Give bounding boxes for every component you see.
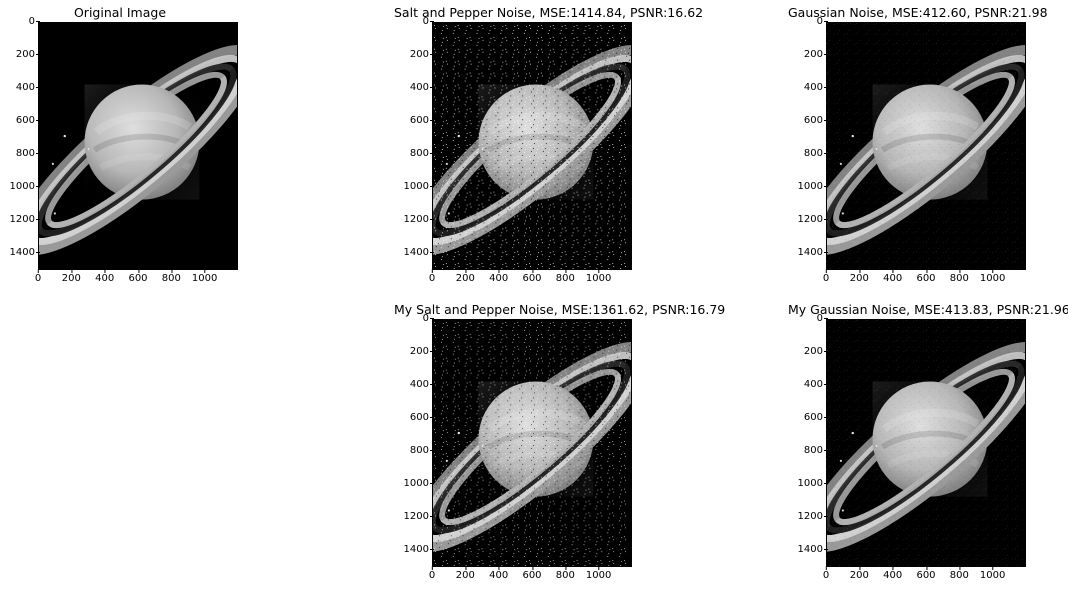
x-tick-label: 800 (949, 269, 969, 284)
x-tick-label: 800 (555, 269, 575, 284)
image-plot (432, 319, 632, 567)
x-tick-label: 600 (916, 269, 936, 284)
y-tick-label: 1200 (394, 215, 434, 225)
x-tick-label: 1000 (979, 566, 1006, 581)
y-tick-label: 0 (394, 314, 434, 324)
y-tick-label: 1000 (394, 479, 434, 489)
x-tick-label: 0 (428, 566, 436, 581)
y-tick-label: 0 (788, 314, 828, 324)
panel-original: Original Image 0 200 400 600 800 1000 1200 1400… (0, 0, 240, 290)
saturn-image-my-salt-pepper (433, 320, 631, 566)
x-tick-label: 1000 (191, 269, 218, 284)
panel-title: Gaussian Noise, MSE:412.60, PSNR:21.98 (788, 5, 1048, 20)
saturn-image (39, 23, 237, 269)
panel-my-gaussian: My Gaussian Noise, MSE:413.83, PSNR:21.9… (788, 297, 1068, 587)
panel-salt-pepper: Salt and Pepper Noise, MSE:1414.84, PSNR… (394, 0, 704, 290)
y-tick-label: 1400 (0, 248, 40, 258)
y-tick-label: 800 (0, 149, 40, 159)
y-tick-label: 1000 (0, 182, 40, 192)
x-tick-label: 600 (128, 269, 148, 284)
y-tick-label: 0 (0, 17, 40, 27)
x-tick-label: 0 (822, 269, 830, 284)
panel-title: My Gaussian Noise, MSE:413.83, PSNR:21.9… (788, 302, 1068, 317)
x-tick-label: 800 (949, 566, 969, 581)
x-tick-label: 600 (916, 566, 936, 581)
panel-title: Salt and Pepper Noise, MSE:1414.84, PSNR… (394, 5, 704, 20)
x-tick-label: 400 (883, 269, 903, 284)
y-tick-label: 200 (788, 50, 828, 60)
y-tick-label: 1200 (788, 215, 828, 225)
y-tick-label: 200 (394, 50, 434, 60)
y-tick-label: 0 (788, 17, 828, 27)
image-plot (826, 319, 1026, 567)
x-tick-label: 600 (522, 269, 542, 284)
y-tick-label: 1000 (788, 182, 828, 192)
x-tick-label: 400 (489, 269, 509, 284)
image-plot (432, 22, 632, 270)
x-tick-label: 0 (822, 566, 830, 581)
y-tick-label: 600 (0, 116, 40, 126)
y-tick-label: 1000 (788, 479, 828, 489)
y-tick-label: 1200 (788, 512, 828, 522)
y-tick-label: 1000 (394, 182, 434, 192)
y-tick-label: 800 (788, 446, 828, 456)
y-tick-label: 600 (394, 413, 434, 423)
image-plot (826, 22, 1026, 270)
y-tick-label: 400 (788, 83, 828, 93)
y-tick-label: 600 (394, 116, 434, 126)
y-tick-label: 200 (0, 50, 40, 60)
x-tick-label: 0 (34, 269, 42, 284)
x-tick-label: 200 (455, 566, 475, 581)
panel-my-salt-pepper: My Salt and Pepper Noise, MSE:1361.62, P… (394, 297, 726, 587)
panel-title: My Salt and Pepper Noise, MSE:1361.62, P… (394, 302, 726, 317)
x-tick-label: 400 (489, 566, 509, 581)
x-tick-label: 600 (522, 566, 542, 581)
y-tick-label: 1400 (394, 545, 434, 555)
y-tick-label: 1400 (394, 248, 434, 258)
panel-title: Original Image (73, 5, 167, 20)
x-tick-label: 1000 (585, 566, 612, 581)
y-tick-label: 400 (788, 380, 828, 390)
saturn-image-salt-pepper (433, 23, 631, 269)
x-tick-label: 800 (161, 269, 181, 284)
y-tick-label: 200 (394, 347, 434, 357)
y-tick-label: 200 (788, 347, 828, 357)
x-tick-label: 400 (883, 566, 903, 581)
y-tick-label: 1400 (788, 248, 828, 258)
image-plot (38, 22, 238, 270)
x-tick-label: 200 (849, 269, 869, 284)
x-tick-label: 400 (95, 269, 115, 284)
y-tick-label: 600 (788, 413, 828, 423)
y-tick-label: 0 (394, 17, 434, 27)
y-tick-label: 800 (394, 446, 434, 456)
y-tick-label: 400 (0, 83, 40, 93)
y-tick-label: 1200 (0, 215, 40, 225)
panel-gaussian: Gaussian Noise, MSE:412.60, PSNR:21.98 0… (788, 0, 1048, 290)
y-tick-label: 800 (394, 149, 434, 159)
y-tick-label: 400 (394, 83, 434, 93)
y-tick-label: 600 (788, 116, 828, 126)
x-tick-label: 200 (61, 269, 81, 284)
x-tick-label: 1000 (979, 269, 1006, 284)
y-tick-label: 1200 (394, 512, 434, 522)
y-tick-label: 1400 (788, 545, 828, 555)
x-tick-label: 1000 (585, 269, 612, 284)
x-tick-label: 200 (455, 269, 475, 284)
x-tick-label: 200 (849, 566, 869, 581)
saturn-image-my-gaussian (827, 320, 1025, 566)
x-tick-label: 0 (428, 269, 436, 284)
x-tick-label: 800 (555, 566, 575, 581)
y-tick-label: 400 (394, 380, 434, 390)
saturn-image-gaussian (827, 23, 1025, 269)
y-tick-label: 800 (788, 149, 828, 159)
